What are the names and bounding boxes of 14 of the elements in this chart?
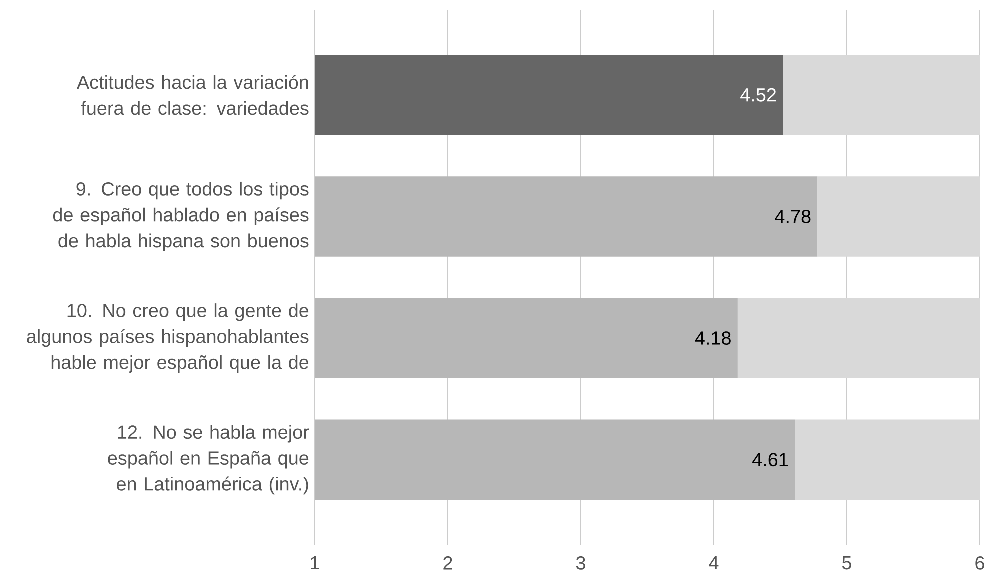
data-label: 4.52: [740, 88, 776, 102]
y-tick-label: 9. Creo que todos los tipos de español hablado en países de habla hispana son buenos: [53, 182, 309, 252]
x-tick-label: 6: [976, 556, 984, 570]
y-tick-label: 10. No creo que la gente de algunos países hispanohablantes hable mejor español que la de: [27, 304, 309, 374]
x-tick-label: 5: [842, 556, 852, 570]
data-label: 4.18: [695, 332, 731, 345]
y-tick-label: Actitudes hacia la variación fuera de clase: variedades: [76, 75, 309, 116]
x-tick-label: 1: [311, 556, 320, 570]
y-tick-label: 12. No se habla mejor español en España que en Latinoamérica (inv.): [108, 425, 310, 495]
x-tick-label: 2: [444, 556, 452, 570]
data-label: 4.61: [752, 453, 788, 467]
x-tick-label: 4: [709, 556, 719, 570]
data-label: 4.78: [775, 210, 811, 224]
x-tick-label: 3: [576, 556, 586, 570]
